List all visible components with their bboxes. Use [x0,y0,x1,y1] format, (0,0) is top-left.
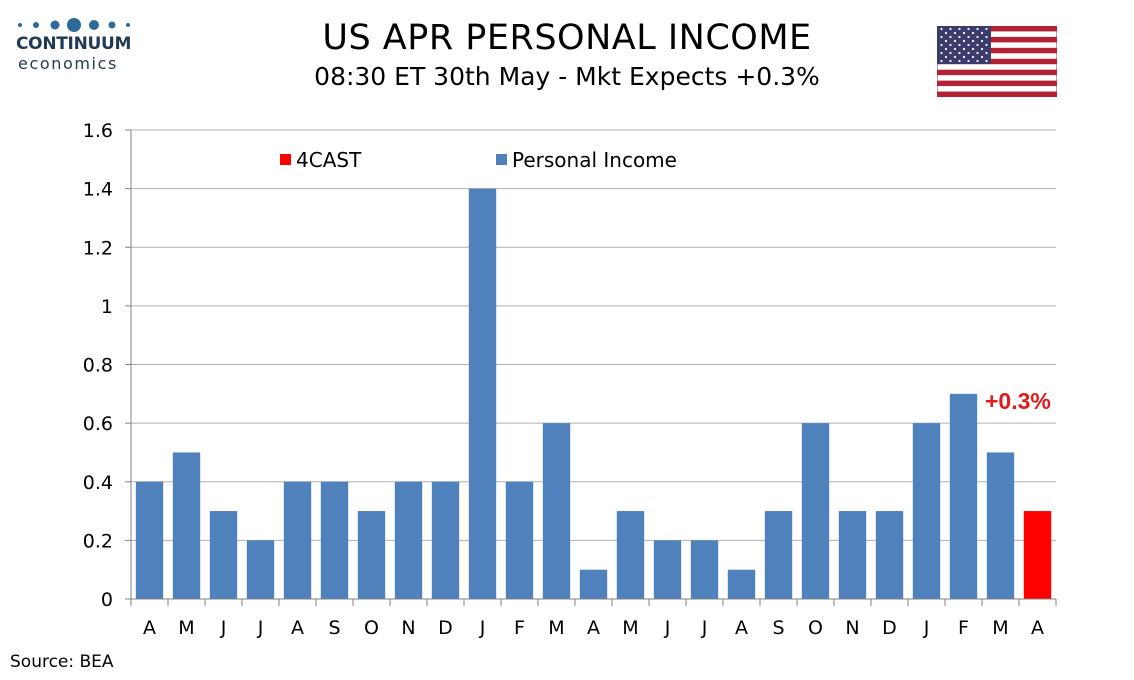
personal-income-bar [394,481,423,599]
personal-income-bar [690,540,719,599]
personal-income-bar [986,452,1015,599]
y-tick-label: 1.4 [83,179,113,201]
us-flag-icon [937,26,1057,97]
personal-income-bar [949,393,978,599]
x-tick-label: A [735,617,748,639]
x-tick-label: J [220,617,227,639]
personal-income-bar [431,481,460,599]
y-tick-label: 0.8 [83,355,113,377]
x-tick-label: F [514,617,525,639]
personal-income-bar [357,511,386,599]
x-tick-label: M [548,617,564,639]
personal-income-bar [135,481,164,599]
personal-income-bar [653,540,682,599]
personal-income-bar [505,481,534,599]
legend-swatch-personal-income [496,154,507,165]
x-tick-label: A [291,617,304,639]
personal-income-bar [320,481,349,599]
x-tick-label: O [364,617,379,639]
personal-income-bar [838,511,867,599]
x-tick-label: S [328,617,340,639]
legend-swatch-4cast [280,154,291,165]
personal-income-bar [616,511,645,599]
x-tick-label: A [1031,617,1044,639]
personal-income-bar [875,511,904,599]
y-tick-label: 1.6 [83,120,113,142]
legend-label-personal-income: Personal Income [512,148,677,172]
chart-title: US APR PERSONAL INCOME [322,18,812,58]
x-tick-label: A [587,617,600,639]
personal-income-bar [727,569,756,599]
x-tick-label: F [958,617,969,639]
y-tick-label: 0.2 [83,530,113,552]
y-tick-label: 1.2 [83,237,113,259]
legend-label-4cast: 4CAST [296,148,362,172]
personal-income-bar [542,423,571,599]
x-tick-label: J [923,617,930,639]
x-tick-label: N [401,617,415,639]
legend: 4CAST Personal Income [280,148,677,172]
personal-income-bar [172,452,201,599]
y-tick-label: 0 [101,589,113,611]
y-tick-label: 1 [101,296,113,318]
x-tick-label: M [992,617,1008,639]
x-tick-label: J [664,617,671,639]
logo-dots-icon [18,18,130,32]
personal-income-bar [283,481,312,599]
logo-tagline: economics [18,54,118,73]
personal-income-bar [209,511,238,599]
personal-income-bar [579,569,608,599]
personal-income-bar [801,423,830,599]
x-tick-label: A [143,617,156,639]
forecast-annotation: +0.3% [985,388,1051,414]
x-tick-label: D [882,617,897,639]
personal-income-bar [764,511,793,599]
y-tick-label: 0.6 [83,413,113,435]
source-note: Source: BEA [10,652,114,672]
x-tick-label: J [257,617,264,639]
bars [135,188,1052,599]
personal-income-bar [912,423,941,599]
x-tick-label: D [438,617,453,639]
x-tick-label: N [845,617,859,639]
forecast-bar [1023,511,1052,599]
personal-income-bar [468,188,497,599]
x-tick-label: O [808,617,823,639]
y-axis: 0 0.2 0.4 0.6 0.8 1 1.2 1.4 1.6 [83,120,132,611]
logo-wordmark: CONTINUUM [16,34,132,54]
chart-subtitle: 08:30 ET 30th May - Mkt Expects +0.3% [314,62,820,91]
x-tick-label: S [772,617,784,639]
y-tick-label: 0.4 [83,472,113,494]
x-tick-label: J [479,617,486,639]
x-tick-label: J [701,617,708,639]
x-tick-label: M [178,617,194,639]
continuum-logo: CONTINUUM economics [14,14,134,78]
x-tick-label: M [622,617,638,639]
personal-income-bar [246,540,275,599]
